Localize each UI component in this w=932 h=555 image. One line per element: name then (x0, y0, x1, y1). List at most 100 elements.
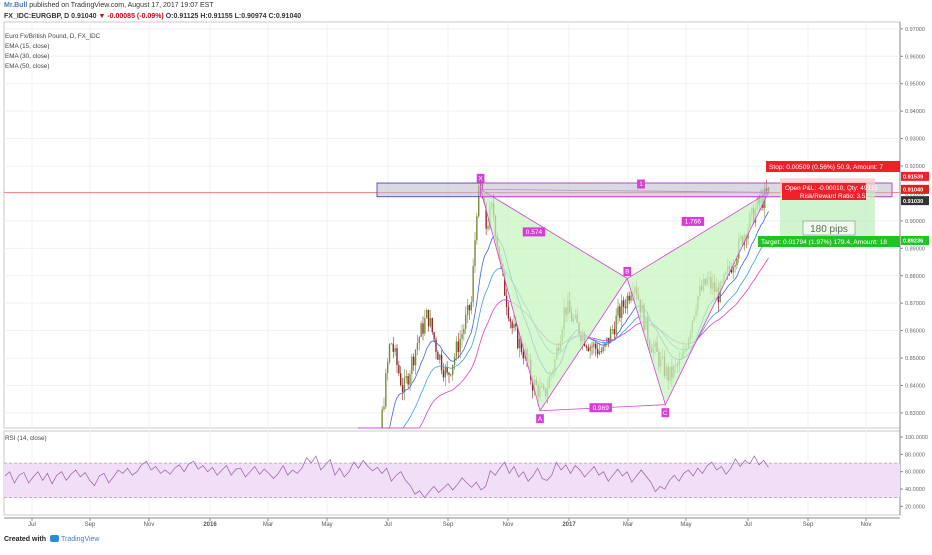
candle-down (413, 356, 415, 366)
footer-created: Created with (4, 536, 47, 543)
target-label-bg (758, 236, 900, 247)
price-tag: 0.91539 (903, 175, 923, 181)
candle-up (383, 406, 385, 410)
candle-up (474, 240, 476, 267)
candle-down (509, 318, 511, 322)
candle-down (435, 339, 437, 352)
symbol-label[interactable]: FX_IDC:EURGBP, D (4, 13, 70, 20)
candle-down (433, 332, 435, 340)
candle-down (431, 318, 433, 333)
price-tick-label: 0.83000 (905, 411, 925, 417)
price-tag: 0.91030 (903, 199, 923, 205)
candle-up (424, 318, 426, 334)
legend-ema15[interactable]: EMA (15, close) (5, 43, 50, 50)
candle-up (602, 346, 604, 352)
price-tag: 0.91040 (903, 188, 923, 194)
ratio-ac: 0.969 (593, 405, 610, 412)
time-tick-label: May (680, 522, 691, 528)
pattern-point-b: B (625, 269, 629, 276)
candle-down (531, 379, 534, 391)
reversal-zone-inner (480, 182, 893, 198)
time-tick-label: Sep (803, 522, 814, 528)
ratio-bd: 1.766 (685, 219, 702, 226)
pattern-point-a: A (538, 416, 543, 423)
candle-up (593, 343, 595, 347)
candle-up (611, 329, 614, 330)
candle-down (596, 348, 599, 355)
candle-up (429, 318, 432, 327)
candle-down (505, 295, 508, 308)
price-tag-bg (901, 235, 929, 245)
rsi-tick-label: 100.0000 (905, 435, 928, 441)
time-tick-label: May (321, 522, 332, 528)
zone-label-bg (637, 179, 645, 189)
legend-rsi[interactable]: RSI (14, close) (5, 435, 47, 442)
time-tick-label: Mar (623, 522, 633, 528)
candle-up (589, 346, 591, 351)
candle-down (407, 376, 409, 385)
zone-label: 1 (639, 181, 643, 188)
price-tick-label: 0.97000 (905, 27, 925, 33)
candle-up (426, 309, 428, 319)
pattern-triangle-bcd (626, 191, 770, 406)
stop-label: Stop: 0.00509 (0.56%) 50.9, Amount: 7 (769, 164, 883, 171)
price-tick-label: 0.86000 (905, 329, 925, 335)
pips-label: 180 pips (810, 224, 848, 235)
price-tick-label: 0.95000 (905, 82, 925, 88)
candle-up (470, 302, 472, 311)
price-tick-label: 0.93000 (905, 137, 925, 143)
pattern-point-x-bg (476, 173, 485, 183)
candle-up (461, 333, 463, 339)
candle-down (522, 352, 524, 359)
candle-down (427, 309, 430, 327)
candle-down (485, 203, 487, 229)
candle-down (511, 321, 513, 329)
candle-up (466, 305, 469, 316)
pattern-triangle-xab (479, 188, 628, 412)
pattern-point-a-bg (536, 414, 544, 424)
candle-down (450, 374, 452, 376)
candle-down (613, 329, 616, 335)
ratio-xb-bg (522, 227, 546, 237)
symbol-line: FX_IDC:EURGBP, D 0.91040 ▼ -0.00085 (-0.… (4, 13, 301, 20)
publish-info: published on TradingView.com, August 17,… (27, 2, 214, 9)
legend-ema30[interactable]: EMA (30, close) (5, 53, 50, 60)
pattern-point-c-bg (661, 408, 670, 418)
candle-down (448, 372, 450, 375)
candle-up (381, 409, 383, 428)
price-tag-bg (901, 196, 929, 206)
candle-down (401, 385, 404, 392)
price-tick-label: 0.92000 (905, 164, 925, 170)
legend-ema50[interactable]: EMA (50, close) (5, 63, 50, 70)
candle-down (595, 343, 597, 349)
candle-down (622, 300, 625, 307)
footer-brand[interactable]: TradingView (60, 536, 100, 543)
pnl-label-bg (782, 183, 866, 200)
candle-up (439, 354, 441, 360)
target-label: Target: 0.01794 (1.97%) 179.4, Amount: 1… (761, 239, 887, 246)
candle-down (437, 351, 439, 360)
candle-up (598, 351, 601, 355)
candle-down (446, 367, 448, 373)
pips-label-bg (802, 220, 856, 236)
candle-down (515, 323, 517, 327)
time-tick-label: Nov (861, 522, 872, 528)
candle-up (403, 378, 406, 392)
candle-up (478, 186, 480, 217)
time-tick-label: Nov (503, 522, 514, 528)
candle-down (587, 347, 590, 351)
price-tag-bg (901, 184, 929, 194)
legend-title[interactable]: Euro Fx/British Pound, D, FX_IDC (5, 33, 101, 40)
candle-down (442, 370, 445, 378)
price-tag-bg (901, 171, 929, 181)
candle-up (621, 300, 623, 318)
candle-up (626, 295, 629, 309)
main-pane (3, 21, 901, 429)
candle-down (396, 348, 398, 365)
candle-down (398, 364, 400, 374)
author-link[interactable]: Mr.Bull (4, 2, 28, 9)
candle-up (463, 328, 465, 334)
rsi-tick-label: 60.0000 (905, 470, 925, 476)
candle-up (388, 344, 391, 363)
